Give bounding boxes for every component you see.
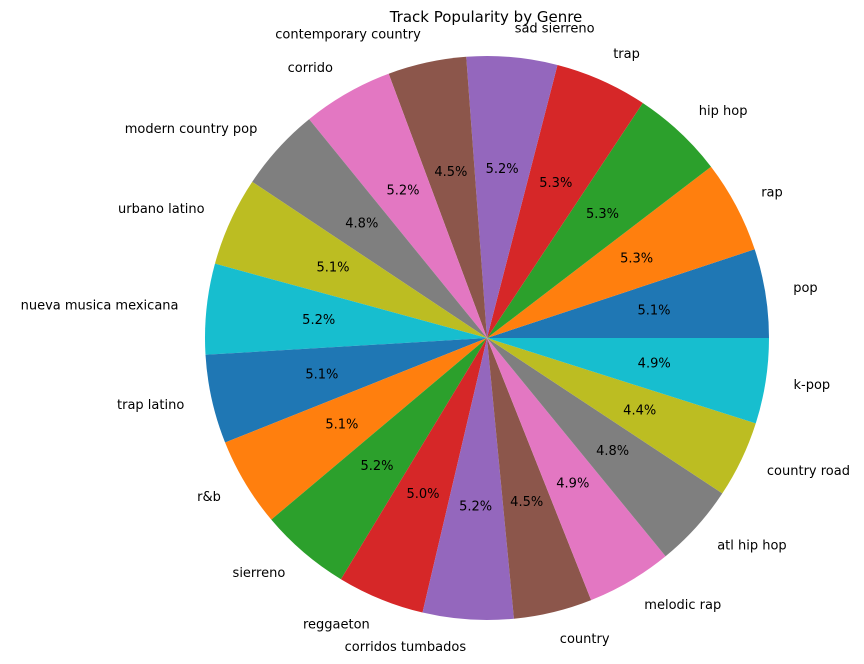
pie-slice-contemporary-country [388, 56, 487, 339]
slice-label-reggaeton: reggaeton [303, 618, 370, 633]
slice-label-k-pop: k-pop [794, 378, 831, 393]
pct-label-reggaeton: 5.0% [406, 487, 439, 502]
pct-label-nueva-musica-mexicana: 5.2% [302, 313, 335, 328]
slice-label-modern-country-pop: modern country pop [125, 122, 258, 137]
pie-slice-modern-country-pop [252, 119, 487, 338]
slice-label-pop: pop [793, 281, 817, 296]
pie-slice-sad-sierreno [466, 56, 558, 338]
pct-label-trap-latino: 5.1% [305, 367, 338, 382]
pct-label-k-pop: 4.9% [638, 356, 671, 371]
pie-slice-hip-hop [487, 102, 712, 338]
pie-slice-reggaeton [340, 338, 487, 613]
pie-slice-urbano-latino [214, 181, 487, 338]
slice-label-corridos-tumbados: corridos tumbados [345, 640, 467, 655]
pct-label-rap: 5.3% [620, 251, 653, 266]
pie-slice-melodic-rap [487, 338, 666, 601]
pct-label-sierreno: 5.2% [360, 459, 393, 474]
slice-label-atl-hip-hop: atl hip hop [717, 538, 787, 553]
slice-label-sad-sierreno: sad sierreno [515, 22, 595, 37]
slice-label-trap-latino: trap latino [117, 398, 184, 413]
pct-label-trap: 5.3% [539, 176, 572, 191]
slice-label-nueva-musica-mexicana: nueva musica mexicana [21, 298, 179, 313]
pie-slice-trap-latino [205, 338, 487, 443]
pct-label-pop: 5.1% [637, 304, 670, 319]
pct-label-r-b: 5.1% [325, 418, 358, 433]
pct-label-atl-hip-hop: 4.8% [596, 444, 629, 459]
pct-label-corrido: 5.2% [386, 184, 419, 199]
pie-slice-trap [487, 64, 643, 338]
slice-label-country-road: country road [767, 464, 850, 479]
slice-label-corrido: corrido [288, 61, 333, 76]
pct-label-country: 4.5% [510, 495, 543, 510]
slice-label-hip-hop: hip hop [699, 104, 748, 119]
slice-label-sierreno: sierreno [233, 566, 286, 581]
pie-slice-country [487, 338, 592, 619]
pie-slices [204, 56, 769, 621]
pct-label-modern-country-pop: 4.8% [345, 217, 378, 232]
slice-label-trap: trap [613, 47, 640, 62]
slice-label-rap: rap [761, 186, 783, 201]
slice-label-melodic-rap: melodic rap [644, 598, 721, 613]
slice-label-contemporary-country: contemporary country [275, 27, 421, 42]
slice-label-country: country [560, 632, 610, 647]
pie-slice-corrido [309, 73, 487, 338]
pie-slice-rap [487, 166, 755, 338]
pie-slice-atl-hip-hop [487, 338, 723, 557]
pct-label-melodic-rap: 4.9% [556, 476, 589, 491]
pie-labels: 5.1% pop 5.3% rap 5.3% hip hop 5.3% trap 5.2% sad… [21, 22, 850, 656]
pct-label-sad-sierreno: 5.2% [486, 162, 519, 177]
pct-label-corridos-tumbados: 5.2% [459, 499, 492, 514]
pct-label-hip-hop: 5.3% [586, 207, 619, 222]
pct-label-contemporary-country: 4.5% [434, 165, 467, 180]
pie-slice-sierreno [271, 338, 487, 580]
slice-label-r-b: r&b [197, 490, 221, 505]
pct-label-country-road: 4.4% [623, 403, 656, 418]
pie-slice-r-b [225, 338, 487, 520]
pie-slice-nueva-musica-mexicana [204, 263, 488, 355]
chart-title: Track Popularity by Genre [389, 8, 583, 26]
slice-label-urbano-latino: urbano latino [118, 202, 205, 217]
pie-slice-corridos-tumbados [422, 338, 514, 621]
pie-slice-k-pop [487, 338, 769, 424]
pct-label-urbano-latino: 5.1% [316, 261, 349, 276]
pie-slice-pop [487, 249, 769, 338]
pie-slice-country-road [487, 338, 756, 494]
